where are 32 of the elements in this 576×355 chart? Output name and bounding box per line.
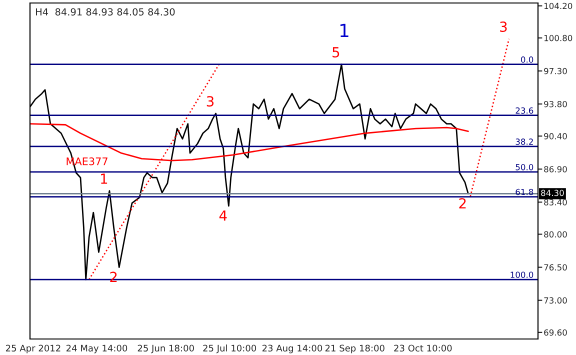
annotation: 23.6	[516, 107, 534, 114]
y-tick-label: 76.50	[544, 264, 567, 271]
annotation: 3	[206, 96, 214, 107]
x-tick-label: 25 Jul 10:00	[203, 344, 256, 354]
y-tick-label: 93.80	[544, 100, 567, 108]
annotation: 3	[500, 22, 507, 32]
annotation: 100.0	[510, 272, 534, 278]
y-tick-label: 97.30	[544, 68, 567, 74]
annotation: 1	[340, 24, 348, 37]
y-tick-label: 100.80	[544, 34, 572, 42]
annotation: 1	[101, 174, 108, 184]
ref-line-label: 84.30	[541, 190, 564, 196]
annotation: 0.0	[521, 56, 534, 63]
y-tick-label: 83.40	[544, 199, 567, 206]
x-tick-label: 23 Aug 14:00	[262, 344, 322, 354]
y-tick-label: 104.20	[544, 2, 572, 10]
annotation: 38.2	[516, 138, 533, 145]
y-tick-label: 73.00	[544, 297, 567, 304]
x-tick-label: 25 Jun 18:00	[138, 344, 194, 354]
x-tick-label: 25 Apr 2012	[6, 344, 60, 354]
chart-title: H4 84.91 84.93 84.05 84.30	[36, 8, 175, 16]
y-tick-label: 90.40	[544, 133, 567, 140]
annotation: 50.0	[516, 164, 534, 170]
y-tick-label: 86.90	[544, 166, 567, 172]
annotation: 4	[219, 210, 227, 221]
x-tick-label: 24 May 14:00	[66, 344, 128, 354]
x-tick-label: 23 Oct 10:00	[394, 344, 452, 352]
annotation: 2	[459, 198, 466, 208]
annotation: 5	[332, 47, 340, 58]
y-tick-label: 80.00	[544, 231, 567, 238]
y-tick-label: 69.60	[544, 329, 567, 336]
x-tick-label: 21 Sep 18:00	[325, 344, 384, 354]
